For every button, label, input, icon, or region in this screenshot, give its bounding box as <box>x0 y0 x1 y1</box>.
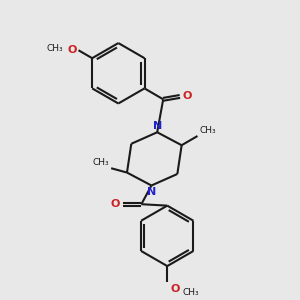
Text: CH₃: CH₃ <box>47 44 64 53</box>
Text: N: N <box>147 187 156 197</box>
Text: N: N <box>153 121 162 131</box>
Text: CH₃: CH₃ <box>182 288 199 297</box>
Text: CH₃: CH₃ <box>92 158 109 167</box>
Text: O: O <box>183 92 192 101</box>
Text: O: O <box>171 284 180 294</box>
Text: CH₃: CH₃ <box>200 126 216 135</box>
Text: O: O <box>110 199 120 209</box>
Text: O: O <box>68 45 77 55</box>
